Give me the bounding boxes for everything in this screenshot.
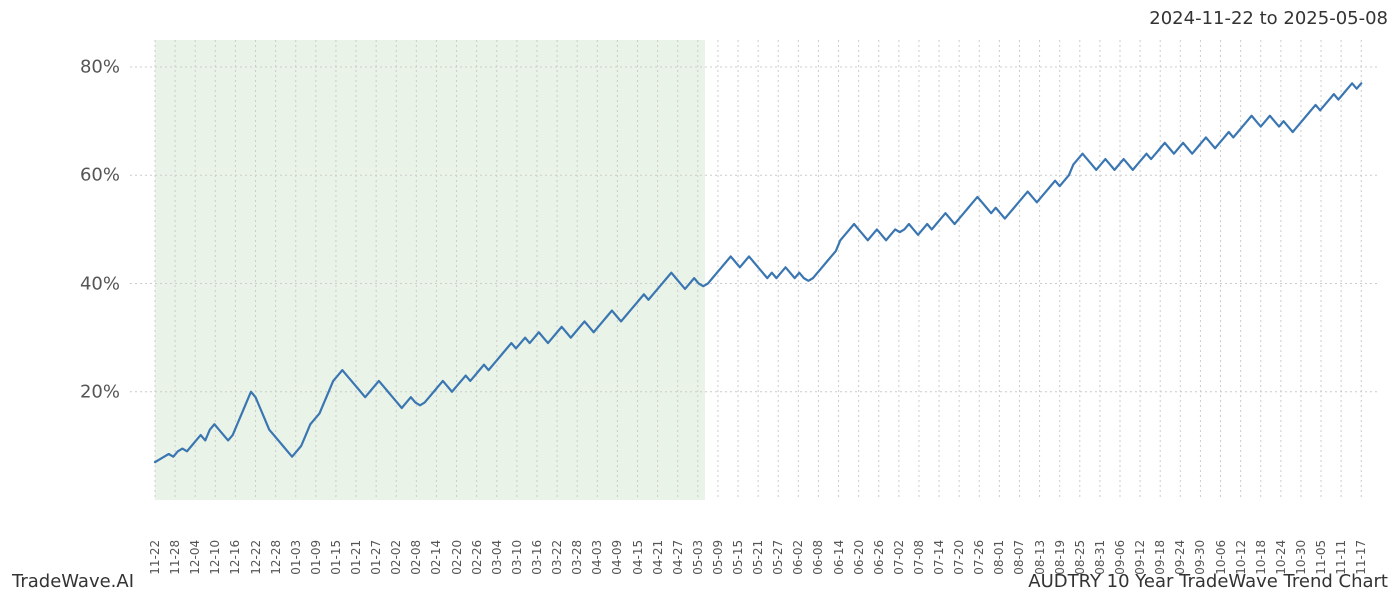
x-tick-label: 06-20 — [852, 540, 866, 575]
footer-chart-title: AUDTRY 10 Year TradeWave Trend Chart — [1028, 571, 1388, 592]
x-tick-label: 10-30 — [1294, 540, 1308, 575]
x-tick-label: 09-06 — [1113, 540, 1127, 575]
x-tick-label: 11-05 — [1314, 540, 1328, 575]
x-tick-label: 09-18 — [1153, 540, 1167, 575]
x-tick-label: 04-27 — [671, 540, 685, 575]
x-tick-label: 08-07 — [1012, 540, 1026, 575]
x-tick-label: 08-31 — [1093, 540, 1107, 575]
x-tick-label: 04-21 — [651, 540, 665, 575]
x-tick-label: 08-19 — [1053, 540, 1067, 575]
x-tick-label: 10-18 — [1254, 540, 1268, 575]
x-tick-label: 11-28 — [168, 540, 182, 575]
x-tick-label: 01-03 — [289, 540, 303, 575]
x-tick-label: 06-08 — [811, 540, 825, 575]
x-tick-label: 07-26 — [972, 540, 986, 575]
x-tick-label: 07-02 — [892, 540, 906, 575]
highlight-region — [155, 40, 705, 500]
x-tick-label: 11-22 — [148, 540, 162, 575]
y-tick-label: 40% — [10, 273, 120, 294]
x-tick-label: 10-06 — [1214, 540, 1228, 575]
x-tick-label: 12-22 — [249, 540, 263, 575]
x-tick-label: 01-27 — [369, 540, 383, 575]
x-tick-label: 02-08 — [409, 540, 423, 575]
x-tick-label: 08-25 — [1073, 540, 1087, 575]
x-tick-label: 02-02 — [389, 540, 403, 575]
x-tick-label: 11-11 — [1334, 540, 1348, 575]
footer-brand: TradeWave.AI — [12, 571, 134, 592]
y-tick-label: 60% — [10, 165, 120, 186]
x-tick-label: 11-17 — [1354, 540, 1368, 575]
x-tick-label: 05-21 — [751, 540, 765, 575]
x-tick-label: 02-14 — [429, 540, 443, 575]
x-tick-label: 12-10 — [208, 540, 222, 575]
x-tick-label: 12-16 — [228, 540, 242, 575]
x-tick-label: 03-22 — [550, 540, 564, 575]
x-tick-label: 04-15 — [631, 540, 645, 575]
x-tick-label: 06-02 — [791, 540, 805, 575]
x-tick-label: 05-27 — [771, 540, 785, 575]
x-tick-label: 02-20 — [450, 540, 464, 575]
x-tick-label: 05-15 — [731, 540, 745, 575]
x-tick-label: 07-20 — [952, 540, 966, 575]
x-tick-label: 09-24 — [1173, 540, 1187, 575]
x-tick-label: 03-16 — [530, 540, 544, 575]
x-tick-label: 10-24 — [1274, 540, 1288, 575]
x-tick-label: 05-09 — [711, 540, 725, 575]
x-tick-label: 07-08 — [912, 540, 926, 575]
x-tick-label: 04-09 — [610, 540, 624, 575]
x-tick-label: 01-09 — [309, 540, 323, 575]
x-tick-label: 12-28 — [269, 540, 283, 575]
x-tick-label: 10-12 — [1234, 540, 1248, 575]
x-tick-label: 08-13 — [1033, 540, 1047, 575]
x-tick-label: 07-14 — [932, 540, 946, 575]
x-tick-label: 02-26 — [470, 540, 484, 575]
x-tick-label: 08-01 — [992, 540, 1006, 575]
y-tick-label: 20% — [10, 381, 120, 402]
x-tick-label: 06-26 — [872, 540, 886, 575]
x-tick-label: 03-04 — [490, 540, 504, 575]
x-tick-label: 12-04 — [188, 540, 202, 575]
x-tick-label: 03-28 — [570, 540, 584, 575]
trend-chart — [130, 40, 1380, 500]
x-tick-label: 04-03 — [590, 540, 604, 575]
y-tick-label: 80% — [10, 57, 120, 78]
x-tick-label: 05-03 — [691, 540, 705, 575]
date-range-label: 2024-11-22 to 2025-05-08 — [1149, 8, 1388, 29]
x-tick-label: 01-15 — [329, 540, 343, 575]
x-tick-label: 09-12 — [1133, 540, 1147, 575]
x-tick-label: 03-10 — [510, 540, 524, 575]
x-tick-label: 01-21 — [349, 540, 363, 575]
x-tick-label: 06-14 — [832, 540, 846, 575]
x-tick-label: 09-30 — [1193, 540, 1207, 575]
